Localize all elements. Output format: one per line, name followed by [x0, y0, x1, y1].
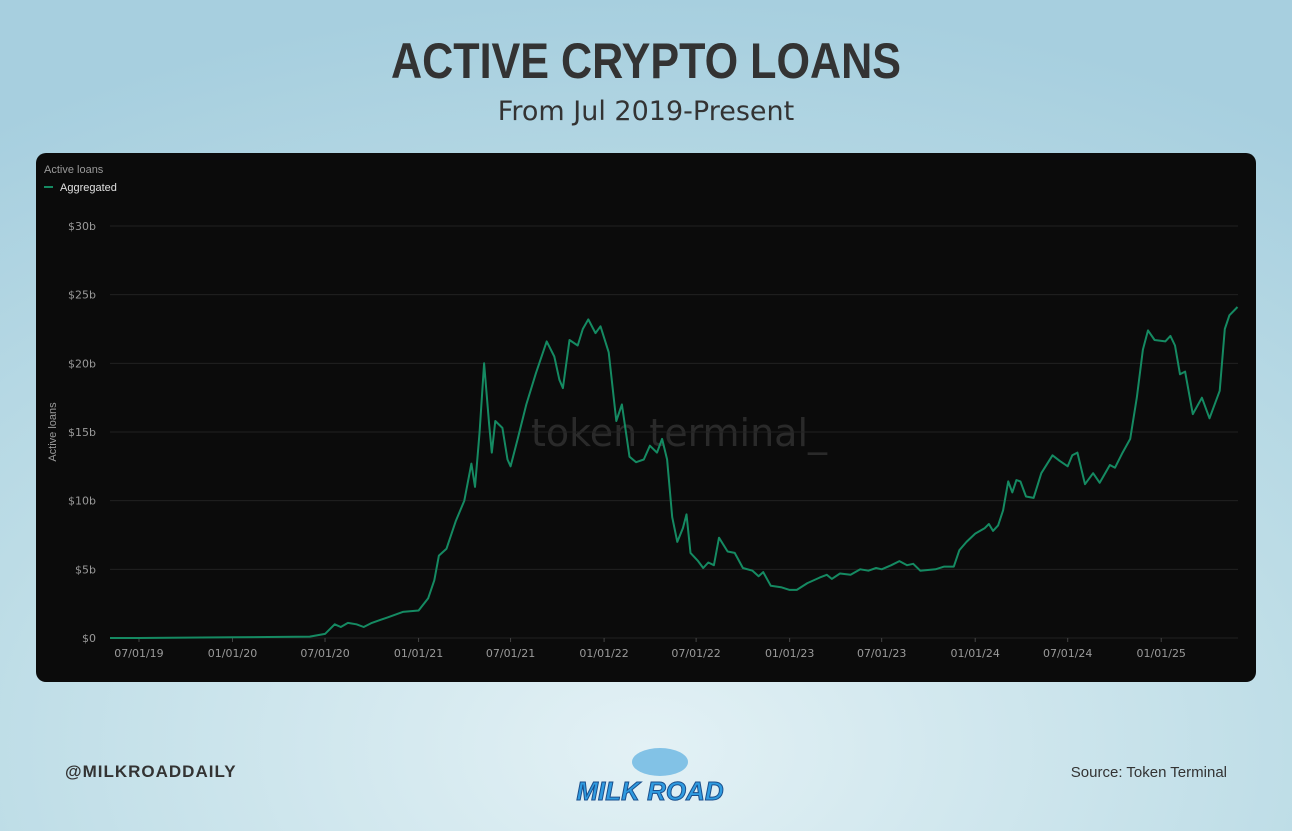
handle: @MILKROADDAILY [65, 762, 237, 781]
plot: $0 $5b $10b $15b $20b $25b $30b 07/01/19 01/01/2… [68, 220, 1239, 660]
y-tick-label: $5b [75, 563, 96, 576]
x-tick-label: 01/01/25 [1137, 647, 1186, 660]
x-tick-label: 07/01/22 [671, 647, 720, 660]
logo: MILK ROAD [576, 748, 724, 807]
x-tick-label: 07/01/21 [486, 647, 535, 660]
x-tick-label: 01/01/23 [765, 647, 814, 660]
x-tick-label: 07/01/19 [114, 647, 163, 660]
legend-label: Aggregated [60, 182, 117, 194]
panel-label: Active loans [44, 164, 104, 176]
data-line [110, 306, 1239, 639]
source: Source: Token Terminal [1071, 764, 1227, 781]
y-tick-label: $30b [68, 220, 96, 233]
y-tick-label: $25b [68, 289, 96, 302]
logo-text: MILK ROAD [576, 776, 724, 806]
y-axis-title: Active loans [47, 402, 59, 462]
x-tick-label: 07/01/20 [300, 647, 349, 660]
watermark: token terminal_ [531, 411, 828, 455]
x-tick-label: 01/01/24 [950, 647, 999, 660]
x-tick-label: 07/01/23 [857, 647, 906, 660]
x-tick-label: 07/01/24 [1043, 647, 1092, 660]
y-tick-label: $10b [68, 495, 96, 508]
subtitle: From Jul 2019-Present [498, 96, 794, 127]
x-tick-label: 01/01/21 [394, 647, 443, 660]
x-tick-label: 01/01/22 [579, 647, 628, 660]
y-tick-label: $0 [82, 632, 96, 645]
x-tick-label: 01/01/20 [208, 647, 257, 660]
chart-panel [36, 153, 1256, 682]
y-tick-label: $15b [68, 426, 96, 439]
y-tick-label: $20b [68, 357, 96, 370]
logo-mark [632, 748, 688, 776]
title: ACTIVE CRYPTO LOANS [391, 33, 901, 89]
